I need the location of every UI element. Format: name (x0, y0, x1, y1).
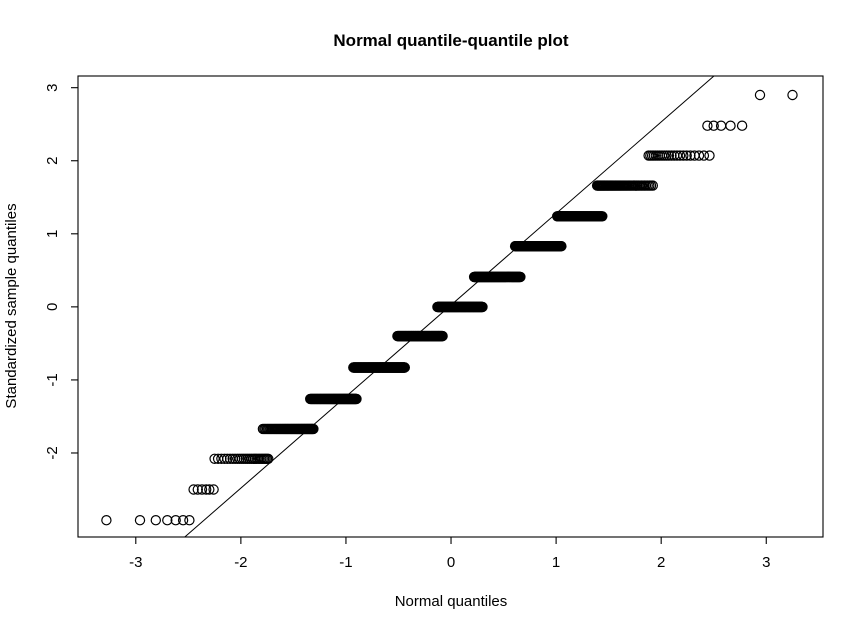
data-point (101, 515, 112, 526)
plot-title: Normal quantile-quantile plot (333, 31, 569, 50)
data-point (308, 423, 319, 435)
data-point (134, 515, 146, 526)
data-point (666, 150, 677, 161)
data-point (685, 150, 696, 161)
data-point (200, 484, 212, 495)
data-point (209, 453, 220, 464)
data-point (222, 453, 233, 464)
data-point (678, 150, 689, 161)
data-point (177, 515, 189, 526)
y-axis-tick-label: 0 (44, 303, 61, 311)
data-point (150, 515, 161, 526)
data-point (399, 362, 410, 373)
data-point (192, 484, 203, 495)
y-axis-ticks: -2 -1 0 1 2 3 (44, 84, 78, 460)
data-point (184, 515, 195, 526)
data-point (681, 150, 692, 161)
x-axis-tick-label: -2 (234, 554, 247, 571)
data-point (204, 484, 215, 495)
y-axis-label: Standardized sample quantiles (3, 203, 20, 408)
x-axis-tick-label: 3 (762, 554, 770, 571)
data-point (477, 301, 488, 313)
x-axis-tick-label: 0 (447, 554, 455, 571)
data-point (556, 240, 567, 252)
y-axis-tick-label: -1 (44, 373, 61, 386)
data-point (787, 89, 798, 101)
data-point (663, 150, 675, 161)
x-axis-ticks: -3 -2 -1 0 1 2 3 (129, 537, 770, 571)
data-point (725, 120, 736, 131)
data-point (170, 515, 181, 526)
data-point (704, 150, 715, 161)
data-point (162, 515, 173, 526)
data-point (698, 150, 710, 161)
y-axis-tick-label: 1 (44, 230, 61, 238)
y-axis-tick-label: 3 (44, 84, 61, 92)
data-point (597, 211, 608, 222)
data-point (647, 180, 659, 191)
x-axis-tick-label: -1 (339, 554, 352, 571)
data-points-layer (101, 89, 798, 526)
data-point (208, 484, 219, 495)
x-axis-tick-label: 1 (552, 554, 560, 571)
data-point (754, 89, 766, 101)
data-point (263, 453, 274, 464)
data-point (196, 484, 208, 495)
data-point (219, 453, 230, 464)
data-point (437, 330, 448, 342)
data-point (188, 484, 199, 495)
data-point (693, 150, 705, 161)
x-axis-tick-label: 2 (657, 554, 665, 571)
x-axis-tick-label: -3 (129, 554, 142, 571)
data-point (708, 120, 719, 131)
data-point (674, 150, 686, 161)
y-axis-tick-label: 2 (44, 157, 61, 165)
data-point (351, 393, 362, 405)
data-point (736, 120, 748, 131)
x-axis-label: Normal quantiles (395, 593, 508, 610)
data-point (702, 120, 713, 131)
data-point (515, 271, 526, 283)
y-axis-tick-label: -2 (44, 446, 61, 459)
